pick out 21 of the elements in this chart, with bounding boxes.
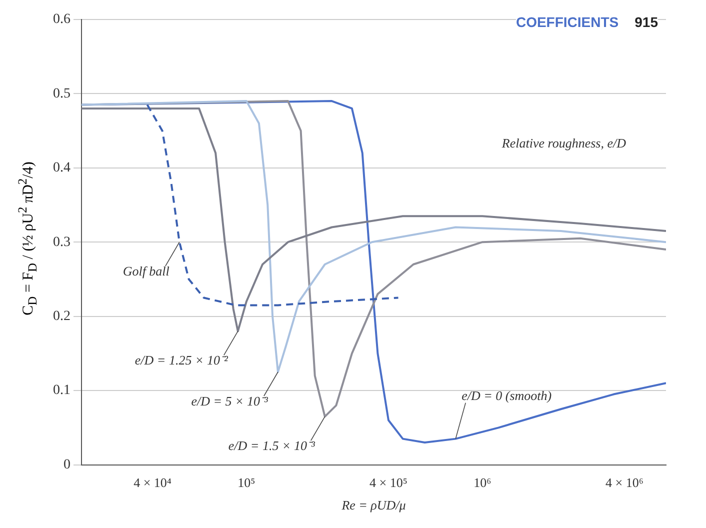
- x-tick-label: 10⁵: [238, 475, 256, 490]
- x-axis-title: Re = ρUD/μ: [340, 498, 406, 513]
- annotation: 915: [634, 14, 658, 30]
- y-tick-label: 0.6: [53, 12, 70, 28]
- y-tick-label: 0.2: [53, 309, 70, 324]
- annotation: e/D = 1.25 × 10⁻²: [134, 352, 229, 368]
- annotation: Golf ball: [122, 264, 170, 279]
- x-tick-label: 4 × 10⁴: [134, 475, 172, 490]
- annotation: COEFFICIENTS: [516, 14, 619, 30]
- y-tick-label: 0.5: [53, 86, 70, 102]
- annotation: e/D = 5 × 10⁻³: [191, 393, 270, 408]
- y-tick-label: 0.1: [53, 383, 70, 398]
- annotation: e/D = 0 (smooth): [462, 388, 552, 404]
- x-tick-label: 4 × 10⁵: [370, 475, 408, 490]
- annotation: e/D = 1.5 × 10⁻³: [228, 438, 316, 453]
- y-tick-label: 0.4: [53, 160, 70, 176]
- x-tick-label: 10⁶: [474, 475, 492, 490]
- x-tick-label: 4 × 10⁶: [606, 475, 644, 490]
- y-tick-label: 0.3: [53, 234, 70, 250]
- y-tick-label: 0: [64, 457, 70, 472]
- annotation: Relative roughness, e/D: [500, 136, 627, 151]
